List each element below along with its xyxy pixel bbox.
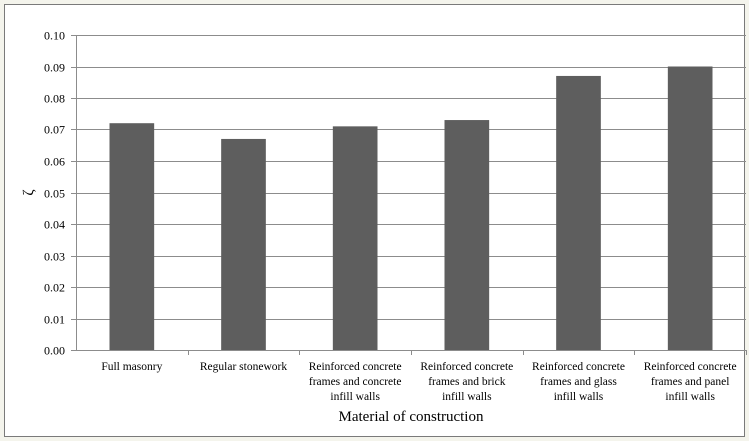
x-tick-labels: Full masonry Regular stonework Reinforced … [101, 361, 736, 403]
x-tick-label: Reinforced concrete frames and glass infil… [532, 361, 625, 403]
bar [556, 75, 601, 350]
bar [667, 66, 713, 350]
y-tick-label: 0.04 [44, 218, 65, 232]
x-tick-label: Regular stonework [200, 361, 287, 373]
y-tick-label: 0.03 [44, 250, 65, 264]
y-tick-label: 0.02 [44, 281, 65, 295]
gridlines [76, 35, 746, 320]
x-axis-label: Material of construction [339, 409, 484, 425]
y-tick-labels: 0.00 0.01 0.02 0.03 0.04 0.05 0.06 0.07 0.08 0.09… [44, 29, 65, 358]
bars [109, 66, 713, 350]
y-axis-label: ζ [21, 189, 37, 195]
bar [221, 138, 266, 350]
y-tick-label: 0.06 [44, 155, 65, 169]
bar [444, 120, 490, 350]
y-tick-label: 0.00 [44, 344, 65, 358]
y-tick-label: 0.10 [44, 29, 65, 43]
y-tick-label: 0.05 [44, 187, 65, 201]
y-tick-label: 0.09 [44, 61, 65, 75]
y-tick-label: 0.07 [44, 123, 65, 137]
x-tick-label: Reinforced concrete frames and panel infil… [644, 361, 737, 403]
x-tick-label: Reinforced concrete frames and brick infil… [420, 361, 513, 403]
bar [332, 126, 378, 350]
x-tick-label: Reinforced concrete frames and concrete in… [309, 361, 402, 403]
bar [109, 123, 155, 350]
y-tick-label: 0.08 [44, 92, 65, 106]
x-tick-label: Full masonry [101, 361, 162, 373]
axes [71, 35, 747, 355]
y-tick-label: 0.01 [44, 313, 65, 327]
